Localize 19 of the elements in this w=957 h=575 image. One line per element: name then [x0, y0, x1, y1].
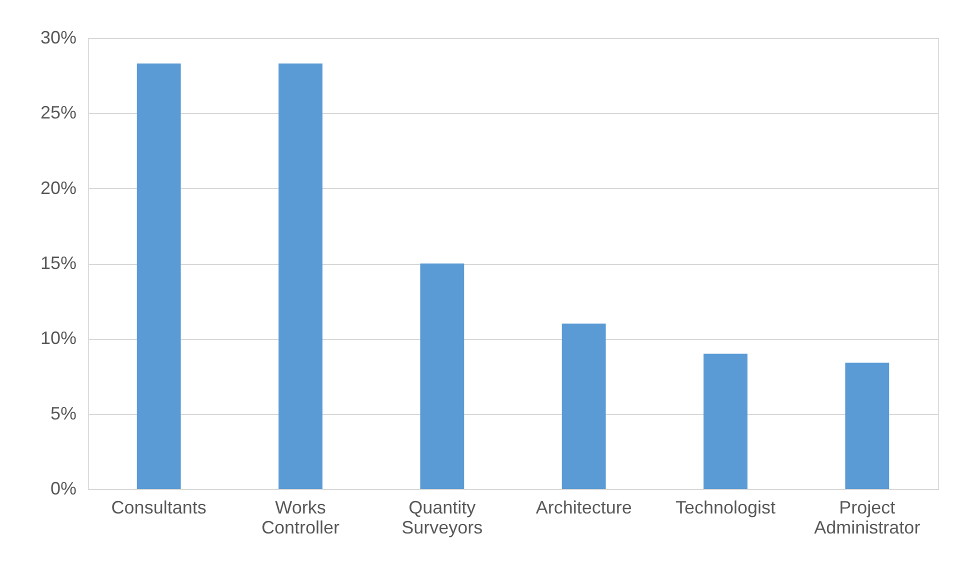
x-tick-label: Consultants [111, 498, 206, 518]
x-tick-label: Architecture [536, 498, 632, 518]
bar [845, 362, 890, 489]
bar [420, 264, 464, 489]
y-tick-label: 10% [40, 328, 76, 348]
x-tick-label: Works Controller [261, 498, 340, 538]
y-tick-label: 30% [40, 28, 76, 48]
y-tick-label: 5% [50, 403, 76, 424]
y-tick-label: 25% [40, 102, 76, 123]
y-tick-label: 20% [40, 178, 76, 198]
bar [562, 324, 606, 489]
bar [136, 64, 181, 489]
bar [704, 354, 748, 489]
y-tick-label: 15% [40, 253, 76, 273]
bar [278, 64, 322, 489]
y-tick-label: 0% [50, 478, 76, 498]
x-tick-label: Technologist [675, 498, 776, 518]
x-tick-label: Quantity Surveyors [402, 498, 483, 538]
x-tick-label: Project Administrator [814, 498, 920, 538]
